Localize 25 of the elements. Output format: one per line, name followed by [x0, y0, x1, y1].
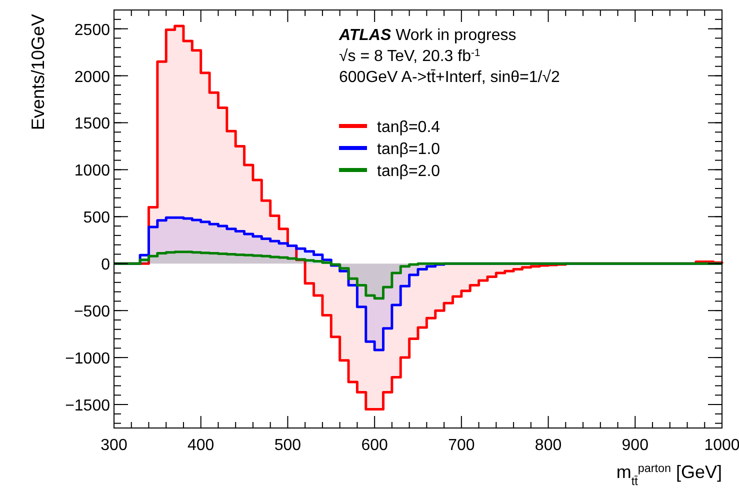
y-tick-label: −1000: [65, 350, 110, 368]
x-tick-label: 400: [188, 437, 214, 454]
legend-label: tanβ=1.0: [377, 141, 440, 158]
y-axis-title: Events/10GeV: [28, 14, 48, 130]
y-tick-label: 1500: [74, 116, 110, 133]
x-axis-title: m$_{tt̄}$$^{parton}$ [GeV]: [616, 462, 722, 488]
annotation: 600GeV A->tt̄+Interf, sinθ=1/√2: [339, 69, 560, 86]
y-tick-label: 1000: [74, 162, 110, 180]
x-tick-label: 700: [448, 437, 475, 454]
annotation: √s = 8 TeV, 20.3 fb$^{-1}$: [339, 48, 480, 65]
y-tick-label: 2500: [74, 22, 110, 39]
x-tick-label: 800: [534, 437, 562, 454]
y-tick-label: 2000: [74, 68, 110, 86]
x-tick-label: 300: [100, 437, 128, 454]
x-tick-label: 1000: [704, 437, 739, 454]
x-tick-label: 500: [274, 437, 302, 454]
legend-label: tanβ=2.0: [377, 163, 440, 180]
legend-label: tanβ=0.4: [377, 119, 440, 136]
y-tick-label: 0: [101, 256, 110, 274]
x-tick-label: 600: [361, 437, 388, 454]
y-tick-label: −500: [74, 304, 110, 321]
y-tick-label: −1500: [65, 398, 110, 415]
annotation: ATLAS Work in progress: [338, 27, 516, 44]
y-tick-label: 500: [83, 210, 110, 227]
x-tick-label: 900: [622, 437, 649, 454]
